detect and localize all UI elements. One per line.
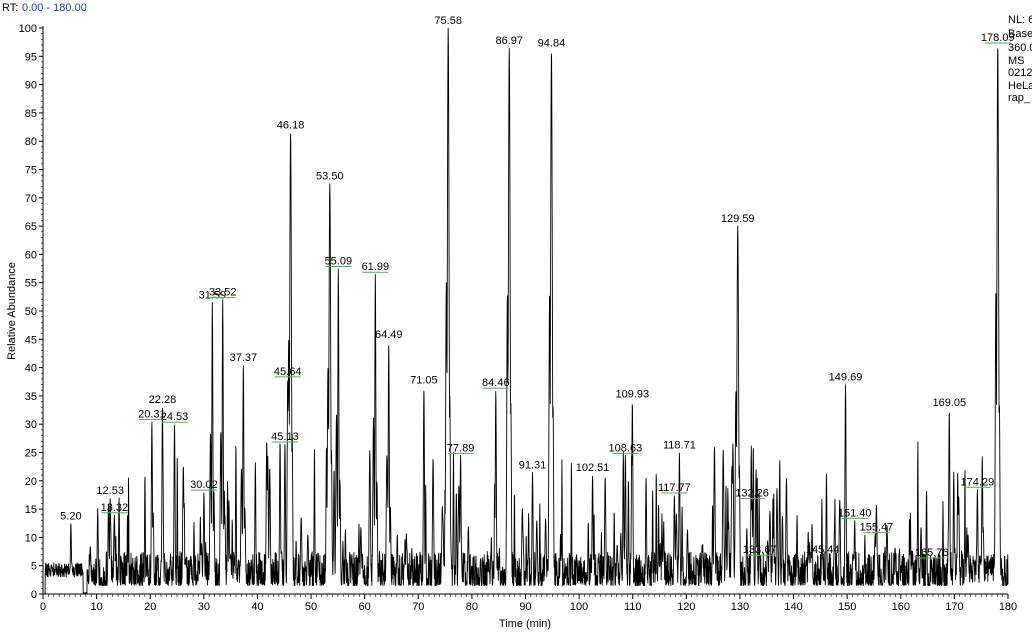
y-tick-label: 50 xyxy=(25,306,37,318)
trace-layer xyxy=(42,27,1009,595)
peak-label: 117.77 xyxy=(658,482,691,494)
x-tick-label: 160 xyxy=(892,601,910,613)
y-tick-label: 10 xyxy=(25,532,37,544)
peak-label: 5.20 xyxy=(60,510,81,522)
peak-label: 132.26 xyxy=(735,488,769,500)
x-tick-label: 150 xyxy=(838,601,856,613)
peak-label: 22.28 xyxy=(149,394,177,406)
peak-label: 178.09 xyxy=(981,32,1015,44)
x-tick-label: 130 xyxy=(731,601,749,613)
y-tick-label: 80 xyxy=(25,136,37,148)
peak-label: 24.53 xyxy=(161,411,189,423)
side-info-line: MS xyxy=(1008,55,1025,67)
x-axis-title: Time (min) xyxy=(499,618,551,630)
peak-label: 77.89 xyxy=(447,442,475,454)
x-tick-label: 20 xyxy=(144,601,156,613)
x-axis: 0 10 20 30 40 50 60 70 80 90 100 110 120 130 140 150 160… xyxy=(40,593,1017,613)
peak-label: 37.37 xyxy=(230,352,258,364)
peak-label: 84.46 xyxy=(482,377,510,389)
x-tick-label: 70 xyxy=(412,601,424,613)
y-tick-label: 75 xyxy=(25,165,37,177)
x-tick-label: 10 xyxy=(90,601,102,613)
peak-label: 64.49 xyxy=(375,329,403,341)
peak-label: 75.58 xyxy=(434,15,462,27)
side-info-line: rap_ xyxy=(1008,92,1031,104)
y-tick-label: 60 xyxy=(25,249,37,261)
peak-label: 71.05 xyxy=(410,374,438,386)
side-info-line: 360.0 xyxy=(1008,42,1032,54)
peak-label: 61.99 xyxy=(362,261,390,273)
peak-label: 20.31 xyxy=(138,408,166,420)
x-tick-label: 0 xyxy=(40,601,46,613)
peak-label: 12.53 xyxy=(96,485,124,497)
x-tick-label: 180 xyxy=(999,601,1017,613)
x-tick-label: 170 xyxy=(945,601,963,613)
peak-label: 151.40 xyxy=(838,507,872,519)
y-axis-title: Relative Abundance xyxy=(6,262,18,360)
peak-label: 169.05 xyxy=(932,397,966,409)
peak-label: 155.47 xyxy=(860,522,894,534)
chromatogram-trace xyxy=(42,27,1009,595)
peak-label: 94.84 xyxy=(538,38,566,50)
peak-labels: 5.2012.5313.3220.3122.2824.5330.0231.593… xyxy=(60,15,1014,559)
peak-label: 145.44 xyxy=(806,544,840,556)
peak-label: 108.63 xyxy=(609,442,643,454)
y-tick-label: 5 xyxy=(31,561,37,573)
y-tick-label: 95 xyxy=(25,51,37,63)
x-tick-label: 30 xyxy=(198,601,210,613)
x-tick-label: 40 xyxy=(251,601,263,613)
y-tick-label: 40 xyxy=(25,363,37,375)
y-axis: 0 5 10 15 20 25 30 35 40 45 50 55 60 65 70 75 80 85 90 95 10… xyxy=(19,23,44,601)
x-tick-label: 110 xyxy=(624,601,642,613)
side-info-line: 0212 xyxy=(1008,67,1032,79)
peak-label: 174.29 xyxy=(961,476,995,488)
peak-label: 91.31 xyxy=(519,459,547,471)
side-info: NL: 6 Base 360.0 MS 0212 HeLa rap_ xyxy=(1008,14,1032,104)
peak-label: 45.64 xyxy=(274,366,302,378)
side-info-line: HeLa xyxy=(1008,80,1032,92)
y-tick-label: 25 xyxy=(25,448,37,460)
peak-label: 102.51 xyxy=(576,462,610,474)
x-tick-label: 80 xyxy=(466,601,478,613)
x-tick-label: 50 xyxy=(305,601,317,613)
peak-label: 118.71 xyxy=(663,440,696,452)
peak-label: 149.69 xyxy=(829,372,863,384)
peak-label: 33.52 xyxy=(209,287,237,299)
peak-label: 13.32 xyxy=(101,502,129,514)
peak-label: 30.02 xyxy=(190,479,218,491)
x-tick-label: 100 xyxy=(570,601,588,613)
x-tick-label: 140 xyxy=(784,601,802,613)
peak-label: 129.59 xyxy=(721,213,755,225)
peak-label: 133.67 xyxy=(743,544,777,556)
side-info-line: NL: 6 xyxy=(1008,14,1032,26)
x-tick-label: 90 xyxy=(519,601,531,613)
y-tick-label: 85 xyxy=(25,108,37,120)
y-tick-label: 55 xyxy=(25,278,37,290)
y-tick-label: 0 xyxy=(31,589,37,601)
peak-label: 31.59 xyxy=(199,290,227,302)
x-tick-label: 60 xyxy=(359,601,371,613)
y-tick-label: 30 xyxy=(25,419,37,431)
y-tick-label: 35 xyxy=(25,391,37,403)
y-tick-label: 15 xyxy=(25,504,37,516)
peak-label: 86.97 xyxy=(495,35,523,47)
y-tick-label: 70 xyxy=(25,193,37,205)
peak-label: 109.93 xyxy=(616,389,650,401)
y-tick-label: 90 xyxy=(25,80,37,92)
peak-label: 55.09 xyxy=(325,256,353,268)
y-tick-label: 20 xyxy=(25,476,37,488)
y-tick-label: 100 xyxy=(19,23,37,35)
peak-label: 46.18 xyxy=(277,120,305,132)
y-tick-label: 65 xyxy=(25,221,37,233)
x-tick-label: 120 xyxy=(677,601,695,613)
side-info-line: Base xyxy=(1008,28,1032,40)
peak-label: 53.50 xyxy=(316,171,344,183)
rt-label: RT: xyxy=(2,2,18,14)
peak-label: 45.13 xyxy=(271,431,299,443)
y-tick-label: 45 xyxy=(25,334,37,346)
peak-label: 165.76 xyxy=(915,547,949,559)
rt-range: 0.00 - 180.00 xyxy=(22,2,87,14)
